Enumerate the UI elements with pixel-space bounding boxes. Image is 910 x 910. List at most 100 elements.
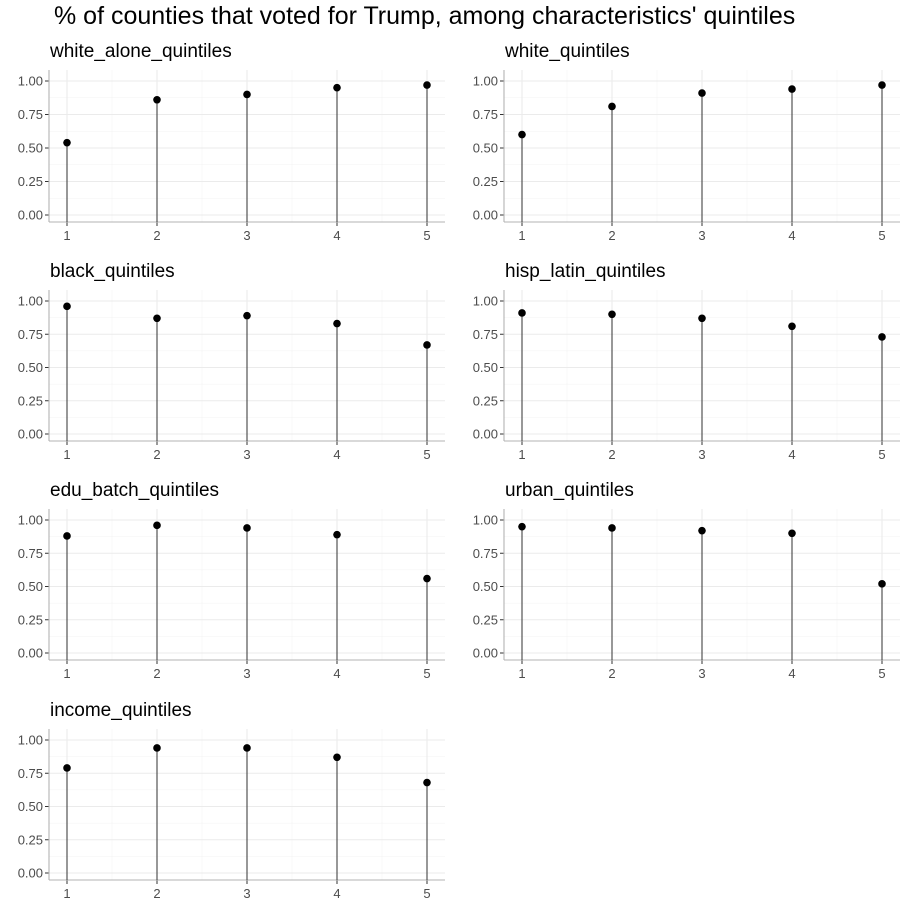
data-point <box>878 580 886 588</box>
data-point <box>63 764 71 772</box>
data-point <box>153 744 161 752</box>
y-tick-label: 0.00 <box>473 208 498 223</box>
facet-panel: edu_batch_quintiles 0.00 0.25 0.50 0.75 1.00 1… <box>18 480 445 681</box>
data-point <box>608 524 616 532</box>
data-point <box>878 333 886 341</box>
x-tick-label: 3 <box>698 666 705 681</box>
data-point <box>333 530 341 539</box>
data-point <box>333 753 341 762</box>
y-tick-label: 1.00 <box>473 74 498 89</box>
panel-title: urban_quintiles <box>505 480 634 501</box>
y-tick-label: 0.00 <box>18 646 43 661</box>
y-tick-label: 0.25 <box>473 393 498 408</box>
x-tick-label: 4 <box>333 886 340 901</box>
y-tick-label: 0.75 <box>473 546 498 561</box>
x-tick-label: 1 <box>518 666 525 681</box>
y-tick-label: 0.50 <box>18 360 43 375</box>
x-tick-label: 3 <box>698 447 705 462</box>
data-point <box>788 322 796 331</box>
data-point <box>518 522 526 531</box>
x-tick-label: 3 <box>243 666 250 681</box>
data-point <box>153 521 161 530</box>
x-tick-label: 2 <box>153 886 160 901</box>
x-tick-label: 1 <box>63 886 70 901</box>
x-tick-label: 1 <box>63 666 70 681</box>
data-point <box>698 89 706 97</box>
facet-panel: black_quintiles 0.00 0.25 0.50 0.75 1.00 1 2 3 4 5 <box>18 261 445 462</box>
data-point <box>63 302 71 311</box>
facet-panel: white_quintiles 0.00 0.25 0.50 0.75 1.00 1 2 3 4 5 <box>473 41 900 243</box>
y-tick-label: 0.25 <box>18 393 43 408</box>
data-point <box>63 532 71 540</box>
x-tick-label: 2 <box>153 666 160 681</box>
x-tick-label: 5 <box>878 666 885 681</box>
y-tick-label: 0.75 <box>18 546 43 561</box>
y-tick-label: 0.25 <box>18 174 43 189</box>
y-tick-label: 0.75 <box>473 327 498 342</box>
x-tick-label: 4 <box>788 447 795 462</box>
panel-title: white_quintiles <box>504 41 630 62</box>
panel-title: income_quintiles <box>50 700 192 721</box>
x-tick-label: 3 <box>243 447 250 462</box>
data-point <box>423 341 431 349</box>
y-tick-label: 0.75 <box>18 327 43 342</box>
facet-panel: white_alone_quintiles 0.00 0.25 0.50 0.75 1.0… <box>18 41 445 243</box>
data-point <box>788 85 796 93</box>
y-tick-label: 0.50 <box>18 141 43 156</box>
x-tick-label: 2 <box>608 666 615 681</box>
y-tick-label: 1.00 <box>473 294 498 309</box>
x-tick-label: 3 <box>243 886 250 901</box>
data-point <box>518 309 526 317</box>
y-tick-label: 0.00 <box>18 427 43 442</box>
data-point <box>153 314 161 323</box>
x-tick-label: 4 <box>333 666 340 681</box>
x-tick-label: 1 <box>63 228 70 243</box>
x-tick-label: 5 <box>423 666 430 681</box>
x-tick-label: 2 <box>608 228 615 243</box>
x-tick-label: 4 <box>333 447 340 462</box>
y-tick-label: 0.25 <box>473 612 498 627</box>
y-tick-label: 0.00 <box>18 866 43 881</box>
data-point <box>243 90 251 99</box>
x-tick-label: 3 <box>698 228 705 243</box>
x-tick-label: 4 <box>788 228 795 243</box>
y-tick-label: 0.25 <box>18 612 43 627</box>
panel-title: edu_batch_quintiles <box>50 480 219 501</box>
facet-panel: hisp_latin_quintiles 0.00 0.25 0.50 0.75 1.00… <box>473 261 900 462</box>
y-tick-label: 1.00 <box>18 294 43 309</box>
data-point <box>63 138 71 147</box>
data-point <box>153 95 161 104</box>
data-point <box>608 102 616 111</box>
data-point <box>518 130 526 139</box>
facet-panel: income_quintiles 0.00 0.25 0.50 0.75 1.00 1 2 3 4… <box>18 700 445 901</box>
x-tick-label: 1 <box>63 447 70 462</box>
y-tick-label: 0.50 <box>473 579 498 594</box>
data-point <box>878 81 886 89</box>
data-point <box>788 529 796 538</box>
y-tick-label: 0.25 <box>18 832 43 847</box>
y-tick-label: 0.75 <box>18 107 43 122</box>
y-tick-label: 0.75 <box>18 766 43 781</box>
data-point <box>333 83 341 92</box>
y-tick-label: 1.00 <box>18 74 43 89</box>
data-point <box>243 744 251 752</box>
data-point <box>698 526 706 535</box>
data-point <box>333 319 341 328</box>
y-tick-label: 1.00 <box>18 733 43 748</box>
y-tick-label: 0.50 <box>18 799 43 814</box>
x-tick-label: 2 <box>608 447 615 462</box>
y-tick-label: 0.00 <box>473 646 498 661</box>
x-tick-label: 1 <box>518 228 525 243</box>
panel-title: hisp_latin_quintiles <box>505 261 666 282</box>
y-tick-label: 0.00 <box>18 208 43 223</box>
x-tick-label: 2 <box>153 228 160 243</box>
x-tick-label: 5 <box>423 886 430 901</box>
data-point <box>423 778 431 787</box>
y-tick-label: 0.75 <box>473 107 498 122</box>
x-tick-label: 5 <box>423 447 430 462</box>
data-point <box>423 81 431 89</box>
x-tick-label: 5 <box>878 447 885 462</box>
data-point <box>423 574 431 583</box>
x-tick-label: 5 <box>423 228 430 243</box>
